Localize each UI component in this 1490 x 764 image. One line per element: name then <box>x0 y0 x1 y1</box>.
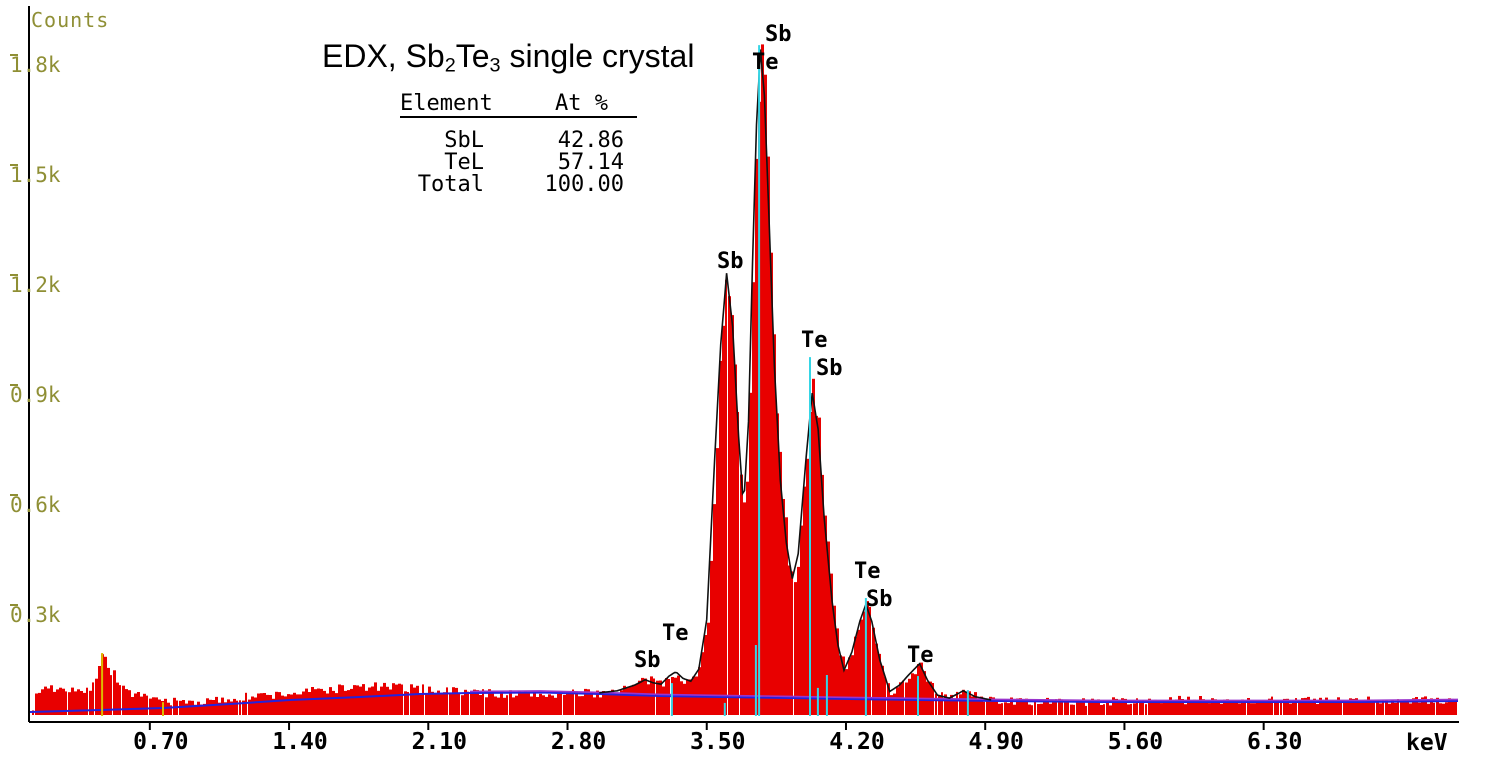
element-cell: Total <box>417 172 484 197</box>
peak-label: Sb <box>634 648 661 673</box>
spectrum-bars <box>32 44 1457 716</box>
at-pct-cell: 57.14 <box>557 150 624 175</box>
x-tick-label: 5.60 <box>1108 729 1163 755</box>
peak-label: Te <box>801 328 828 353</box>
table-rows: SbL 42.86 TeL 57.14 Total 100.00 <box>400 130 640 196</box>
y-tick-label: 1.2k <box>10 273 61 297</box>
y-tick-label: 1.5k <box>10 163 61 187</box>
y-tick-label: 0.9k <box>10 383 61 407</box>
peak-label: Sb <box>866 587 893 612</box>
table-header-rule <box>400 116 637 118</box>
at-pct-cell: 100.00 <box>544 172 624 197</box>
background-line-blue <box>29 691 1459 713</box>
x-axis-title: keV <box>1406 730 1448 756</box>
x-tick-label: 3.50 <box>690 729 745 755</box>
peak-label: Te <box>662 621 689 646</box>
peak-label: Sb <box>717 249 744 274</box>
fit-curve <box>599 49 992 701</box>
table-row: TeL 57.14 <box>400 152 640 174</box>
peak-label: Te <box>854 559 881 584</box>
column-header-at-pct: At % <box>555 91 608 116</box>
y-tick-label: 1.8k <box>10 53 61 77</box>
x-tick-label: 6.30 <box>1247 729 1302 755</box>
table-header: Element At % <box>400 93 640 115</box>
x-tick-label: 2.10 <box>412 729 467 755</box>
peak-label: Te <box>752 50 779 75</box>
column-header-element: Element <box>400 91 493 116</box>
x-tick-label: 0.70 <box>133 729 188 755</box>
x-tick-label: 1.40 <box>272 729 327 755</box>
y-tick-label: 0.6k <box>10 493 61 517</box>
klm-markers <box>101 45 969 716</box>
peak-label: Te <box>907 643 934 668</box>
at-pct-cell: 42.86 <box>557 128 624 153</box>
element-cell: SbL <box>444 128 484 153</box>
y-tick-label: 0.3k <box>10 603 61 627</box>
chart-title: EDX, Sb2Te3 single crystal <box>322 38 695 77</box>
peak-label: Sb <box>816 356 843 381</box>
x-tick-label: 4.20 <box>829 729 884 755</box>
table-row: Total 100.00 <box>400 174 640 196</box>
axes: 0.70 1.40 2.10 2.80 3.50 4.20 4.90 5.60 6.30 1.8k… <box>10 6 1459 755</box>
y-axis-title: Counts <box>31 8 110 32</box>
table-row: SbL 42.86 <box>400 130 640 152</box>
element-quantification-table: Element At % SbL 42.86 TeL 57.14 Total 100.00 <box>400 93 640 196</box>
x-tick-label: 2.80 <box>551 729 606 755</box>
peak-label: Sb <box>765 22 792 47</box>
element-cell: TeL <box>444 150 484 175</box>
x-tick-label: 4.90 <box>969 729 1024 755</box>
